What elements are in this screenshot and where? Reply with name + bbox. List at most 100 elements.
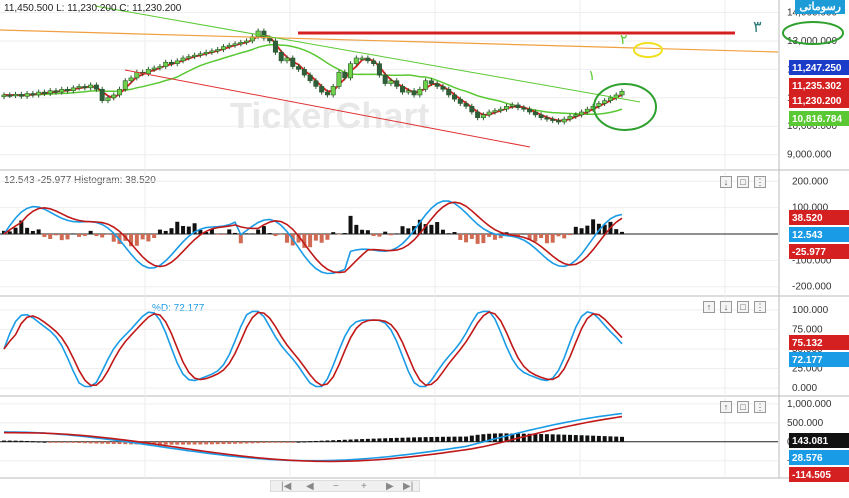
- scroll-start-icon[interactable]: |◀: [281, 481, 291, 492]
- osc-histogram-bar: [227, 442, 231, 444]
- macd-histogram-bar: [343, 233, 347, 234]
- stoch-y-tick-0: 100.000: [792, 305, 829, 316]
- macd-histogram-bar: [60, 234, 64, 240]
- osc-y-tick-1: 500.000: [787, 418, 824, 429]
- macd-histogram-bar: [89, 231, 93, 234]
- candle-body: [487, 112, 491, 115]
- macd-badge-0: 38.520: [792, 213, 823, 224]
- osc-histogram-bar: [349, 440, 353, 442]
- candle-body: [204, 52, 208, 54]
- osc-histogram-bar: [395, 438, 399, 442]
- stoch-menu-button[interactable]: ⋮: [754, 301, 766, 313]
- macd-menu-button[interactable]: ⋮: [754, 176, 766, 188]
- price-y-tick-5: 9,000.000: [787, 150, 832, 161]
- macd-histogram-bar: [187, 227, 191, 234]
- macd-histogram-bar: [545, 234, 549, 243]
- macd-histogram-bar: [146, 234, 150, 241]
- candle-body: [239, 42, 243, 44]
- scroll-end-icon[interactable]: ▶|: [403, 481, 413, 492]
- stoch-badge-0: 75.132: [792, 338, 823, 349]
- macd-histogram-bar: [77, 234, 81, 237]
- osc-histogram-bar: [279, 442, 283, 443]
- osc-up-button[interactable]: ↑: [720, 401, 732, 413]
- candle-body: [198, 54, 202, 56]
- scroll-left-icon[interactable]: ◀: [306, 481, 314, 492]
- candle-body: [267, 38, 271, 41]
- osc-histogram-bar: [268, 442, 272, 443]
- scroll-right-icon[interactable]: ▶: [386, 481, 394, 492]
- macd-histogram-bar: [42, 234, 46, 237]
- candle-body: [31, 94, 35, 96]
- candle-body: [106, 98, 110, 101]
- candle-body: [279, 52, 283, 61]
- macd-histogram-bar: [574, 227, 578, 234]
- macd-minimize-button[interactable]: ↓: [720, 176, 732, 188]
- macd-histogram-bar: [181, 226, 185, 234]
- candle-body: [435, 84, 439, 87]
- time-scrollbar[interactable]: |◀ ◀ − + ▶ ▶|: [270, 480, 420, 492]
- osc-badge-0: 143.081: [792, 436, 829, 447]
- osc-histogram-bar: [429, 437, 433, 442]
- osc-histogram-bar: [273, 442, 277, 443]
- macd-maximize-button[interactable]: □: [737, 176, 749, 188]
- candle-body: [331, 86, 335, 95]
- candle-body: [88, 85, 92, 88]
- candle-body: [406, 91, 410, 93]
- osc-histogram-bar: [169, 442, 173, 445]
- zoom-in-icon[interactable]: +: [361, 481, 367, 492]
- osc-histogram-bar: [297, 442, 301, 443]
- candle-body: [585, 109, 589, 112]
- zoom-out-icon[interactable]: −: [333, 481, 339, 492]
- macd-histogram-bar: [233, 233, 237, 234]
- candle-body: [2, 95, 6, 97]
- candle-body: [221, 47, 225, 50]
- candle-body: [123, 81, 127, 90]
- stoch-maximize-button[interactable]: □: [737, 301, 749, 313]
- candle-body: [522, 108, 526, 110]
- candle-body: [383, 75, 387, 84]
- osc-histogram-bar: [302, 441, 306, 442]
- stoch-up-button[interactable]: ↑: [703, 301, 715, 313]
- osc-histogram-bar: [2, 441, 6, 442]
- osc-badge-1: 28.576: [792, 453, 823, 464]
- candle-body: [13, 94, 17, 96]
- candle-body: [527, 109, 531, 112]
- osc-menu-button[interactable]: ⋮: [754, 401, 766, 413]
- osc-histogram-bar: [591, 436, 595, 442]
- macd-histogram-bar: [106, 234, 110, 235]
- stoch-badge-1: 72.177: [792, 355, 823, 366]
- osc-histogram-bar: [556, 435, 560, 442]
- osc-histogram-bar: [60, 442, 64, 443]
- osc-histogram-bar: [585, 435, 589, 441]
- candle-body: [504, 106, 508, 109]
- candle-body: [83, 86, 87, 88]
- osc-histogram-bar: [256, 442, 260, 443]
- macd-histogram-bar: [354, 225, 358, 234]
- osc-maximize-button[interactable]: □: [737, 401, 749, 413]
- macd-histogram-bar: [372, 234, 376, 236]
- candle-body: [285, 58, 289, 61]
- osc-histogram-bar: [31, 441, 35, 442]
- price-badge-1: 11,235.302: [792, 81, 842, 92]
- osc-histogram-bar: [221, 442, 225, 444]
- macd-y-tick-0: 200.000: [792, 176, 829, 187]
- macd-badge-2: -25.977: [792, 247, 826, 258]
- osc-histogram-bar: [71, 442, 75, 443]
- macd-histogram-bar: [435, 222, 439, 234]
- candle-body: [447, 89, 451, 95]
- osc-y-tick-0: 1,000.000: [787, 399, 832, 410]
- macd-y-tick-4: -200.000: [792, 282, 832, 293]
- osc-histogram-bar: [262, 442, 266, 443]
- macd-histogram-bar: [349, 216, 353, 234]
- osc-histogram-bar: [377, 438, 381, 441]
- candle-body: [470, 106, 474, 112]
- macd-histogram-bar: [441, 230, 445, 234]
- macd-histogram-bar: [135, 234, 139, 246]
- stoch-down-button[interactable]: ↓: [720, 301, 732, 313]
- annotation-label-3: ٣: [753, 19, 762, 36]
- macd-histogram-bar: [487, 234, 491, 237]
- macd-histogram-bar: [175, 222, 179, 234]
- macd-histogram-bar: [476, 234, 480, 244]
